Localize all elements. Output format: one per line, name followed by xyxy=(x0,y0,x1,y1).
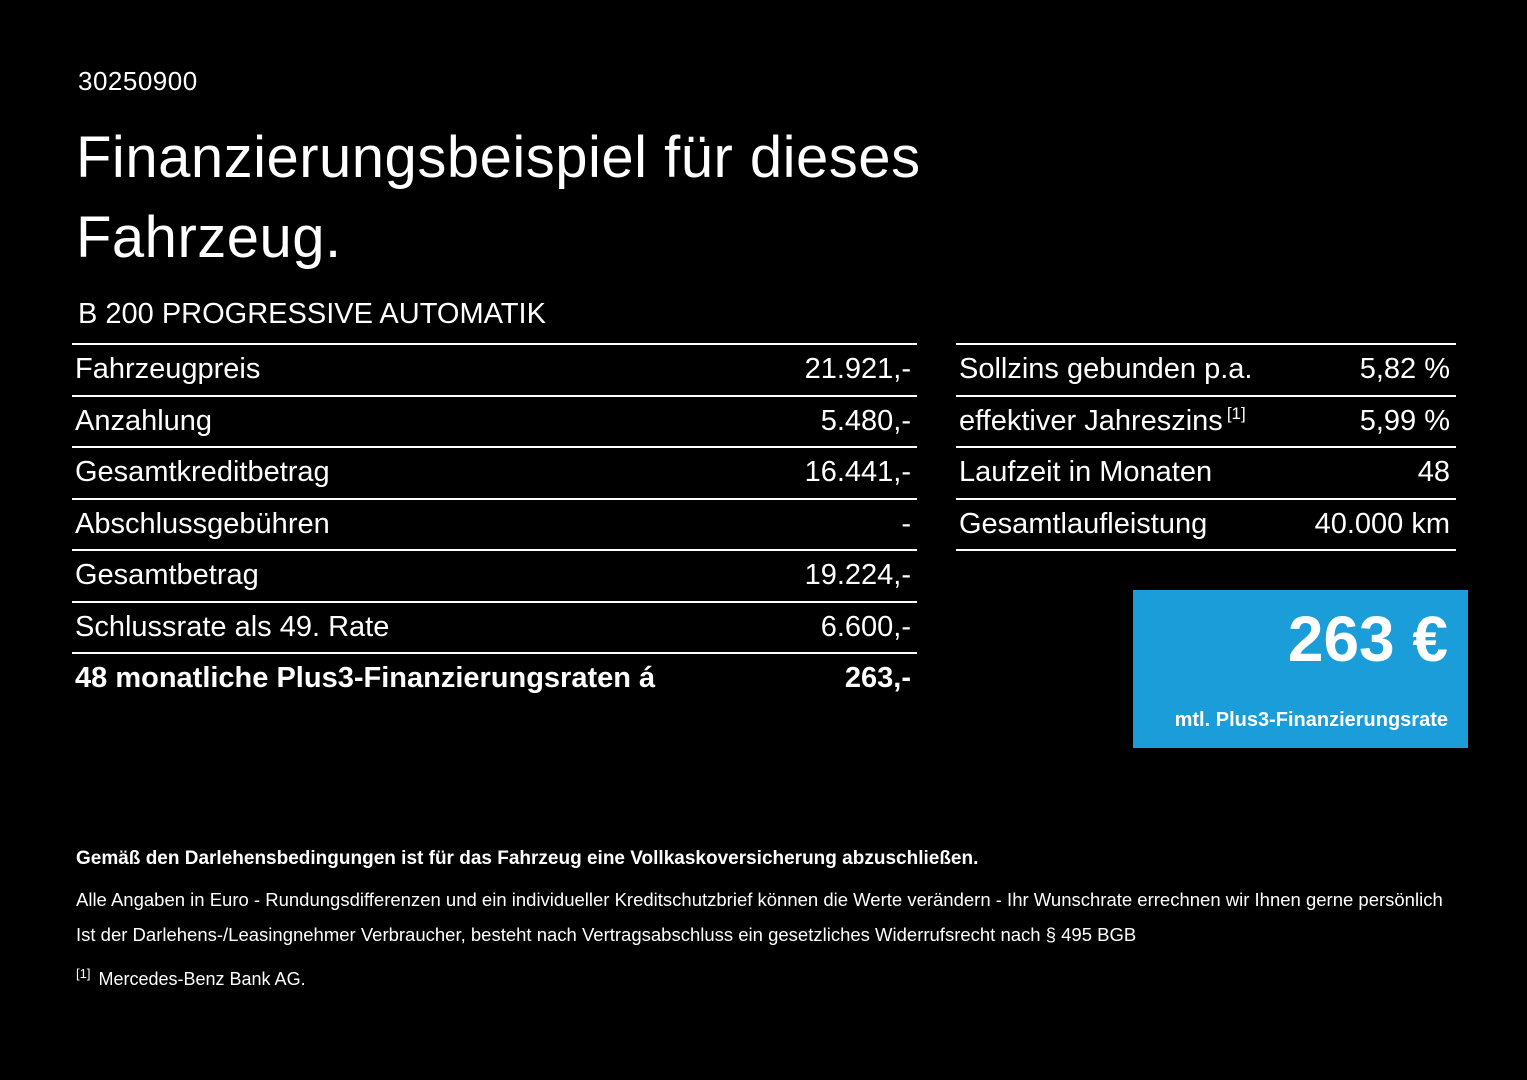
row-label: Sollzins gebunden p.a. xyxy=(959,353,1253,386)
legal-note-line-2: Alle Angaben in Euro - Rundungsdifferenz… xyxy=(76,888,1443,910)
row-value: 5.480,- xyxy=(820,404,911,437)
table-row-effektiver-jahreszins: effektiver Jahreszins [1] 5,99 % xyxy=(956,394,1456,447)
row-label: Gesamtbetrag xyxy=(75,559,259,592)
row-label: Gesamtlaufleistung xyxy=(959,507,1208,540)
table-row-fahrzeugpreis: Fahrzeugpreis 21.921,- xyxy=(72,343,917,395)
table-row-laufzeit: Laufzeit in Monaten 48 xyxy=(956,446,1456,498)
page-title: Finanzierungsbeispiel für dieses Fahrzeu… xyxy=(76,118,921,278)
legal-footer: Gemäß den Darlehensbedingungen ist für d… xyxy=(76,848,1466,1004)
row-label: Fahrzeugpreis xyxy=(75,353,261,386)
table-row-gesamtkreditbetrag: Gesamtkreditbetrag 16.441,- xyxy=(72,446,917,498)
financing-table-left: Fahrzeugpreis 21.921,- Anzahlung 5.480,-… xyxy=(72,343,917,704)
row-value: - xyxy=(901,507,911,540)
table-row-anzahlung: Anzahlung 5.480,- xyxy=(72,394,917,447)
row-value: 48 xyxy=(1417,456,1450,489)
row-value: 40.000 km xyxy=(1314,507,1450,540)
table-row-gesamtlaufleistung: Gesamtlaufleistung 40.000 km xyxy=(956,497,1456,551)
footnote: [1] Mercedes-Benz Bank AG. xyxy=(76,966,1466,991)
insurance-requirement-note: Gemäß den Darlehensbedingungen ist für d… xyxy=(76,848,979,869)
row-value: 6.600,- xyxy=(820,610,911,643)
vehicle-name: B 200 PROGRESSIVE AUTOMATIK xyxy=(78,298,546,330)
page-title-line-1: Finanzierungsbeispiel für dieses xyxy=(76,125,921,190)
footnote-reference: [1] xyxy=(1226,404,1246,424)
row-label: Anzahlung xyxy=(75,404,213,437)
monthly-rate-amount: 263 € xyxy=(1287,603,1448,675)
table-row-monatliche-raten: 48 monatliche Plus3-Finanzierungsraten á… xyxy=(72,652,917,704)
row-label: 48 monatliche Plus3-Finanzierungsraten á xyxy=(75,662,656,695)
monthly-rate-caption: mtl. Plus3-Finanzierungsrate xyxy=(1174,709,1448,731)
row-value: 5,99 % xyxy=(1359,404,1450,437)
row-label: Laufzeit in Monaten xyxy=(959,456,1213,489)
row-value: 19.224,- xyxy=(804,559,911,592)
row-label-text: effektiver Jahreszins xyxy=(959,404,1223,437)
row-value: 263,- xyxy=(844,662,911,695)
footnote-marker: [1] xyxy=(76,966,91,982)
table-row-sollzins: Sollzins gebunden p.a. 5,82 % xyxy=(956,343,1456,395)
row-value: 21.921,- xyxy=(804,353,911,386)
row-label: Gesamtkreditbetrag xyxy=(75,456,330,489)
document-id: 30250900 xyxy=(78,66,198,96)
table-row-abschlussgebuehren: Abschlussgebühren - xyxy=(72,497,917,550)
financing-table-right: Sollzins gebunden p.a. 5,82 % effektiver… xyxy=(956,343,1456,551)
table-row-schlussrate: Schlussrate als 49. Rate 6.600,- xyxy=(72,600,917,653)
row-value: 16.441,- xyxy=(804,456,911,489)
page-title-line-2: Fahrzeug. xyxy=(76,205,342,270)
row-value: 5,82 % xyxy=(1359,353,1450,386)
row-label: Abschlussgebühren xyxy=(75,507,330,540)
footnote-text: Mercedes-Benz Bank AG. xyxy=(98,969,306,990)
monthly-rate-box: 263 € mtl. Plus3-Finanzierungsrate xyxy=(1133,590,1468,748)
legal-note-line-3: Ist der Darlehens-/Leasingnehmer Verbrau… xyxy=(76,923,1137,945)
row-label: effektiver Jahreszins [1] xyxy=(956,405,1246,438)
row-label: Schlussrate als 49. Rate xyxy=(75,610,390,643)
table-row-gesamtbetrag: Gesamtbetrag 19.224,- xyxy=(72,549,917,601)
